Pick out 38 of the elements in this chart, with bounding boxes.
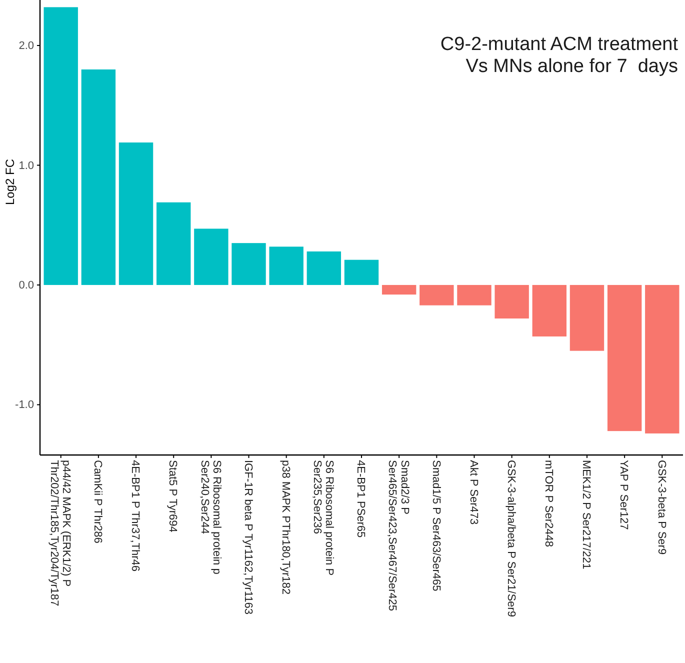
y-tick-label: 2.0 bbox=[18, 40, 34, 52]
bar bbox=[156, 202, 191, 285]
x-tick-label: GSK-3-beta P Ser9 bbox=[655, 460, 668, 555]
bar bbox=[81, 69, 116, 285]
bar bbox=[607, 284, 642, 432]
y-tick-label: 0.0 bbox=[18, 279, 34, 292]
x-tick-label: Akt P Ser473 bbox=[467, 460, 480, 525]
x-tick-label: MEK1/2 P Ser217/221 bbox=[580, 460, 592, 570]
bar bbox=[420, 284, 454, 306]
text: C9-2-mutant ACM treatment Vs MNs alone for 7 days bbox=[440, 34, 679, 77]
bar bbox=[344, 260, 379, 285]
x-tick-label: mTOR P Ser2448 bbox=[542, 460, 555, 548]
bar bbox=[44, 7, 78, 285]
x-tick-label: 4E-BP1 PSer65 bbox=[354, 460, 367, 538]
bar bbox=[494, 284, 529, 318]
bar bbox=[194, 228, 228, 285]
y-tick-label: -1.0 bbox=[15, 399, 34, 412]
x-tick-label: CamKii P Thr286 bbox=[92, 460, 104, 544]
x-tick-label: Stat5 P Tyr694 bbox=[166, 460, 179, 532]
x-tick-label: Smad1/5 P Ser463/Ser465 bbox=[430, 460, 442, 592]
bar bbox=[269, 246, 304, 285]
x-tick-label: S6 Ribosomal protein p Ser240,Ser244 bbox=[198, 460, 222, 574]
bar bbox=[532, 284, 566, 336]
bar bbox=[306, 251, 342, 285]
y-axis-title: Log2 FC bbox=[3, 158, 17, 206]
y-tick-label: 1.0 bbox=[18, 160, 34, 172]
x-tick-label: IGF-1R beta P Tyr1162,Tyr1163 bbox=[242, 460, 254, 614]
bar bbox=[645, 284, 680, 434]
bar bbox=[457, 284, 492, 306]
x-tick-label: p44/42 MAPK (ERK1/2) P Thr202/Thr185,Tyr204/Tyr187 bbox=[48, 460, 72, 606]
x-tick-label: p38 MAPK PThr180,Tyr182 bbox=[279, 460, 292, 595]
bar bbox=[118, 142, 154, 285]
bar bbox=[232, 243, 266, 285]
bar bbox=[382, 284, 416, 295]
x-tick-label: GSK-3-alpha/beta P Ser21/Ser9 bbox=[504, 460, 517, 617]
x-tick-label: YAP P Ser127 bbox=[618, 460, 630, 530]
bar bbox=[570, 284, 604, 351]
x-tick-label: 4E-BP1 P Thr37,Thr46 bbox=[129, 460, 142, 572]
